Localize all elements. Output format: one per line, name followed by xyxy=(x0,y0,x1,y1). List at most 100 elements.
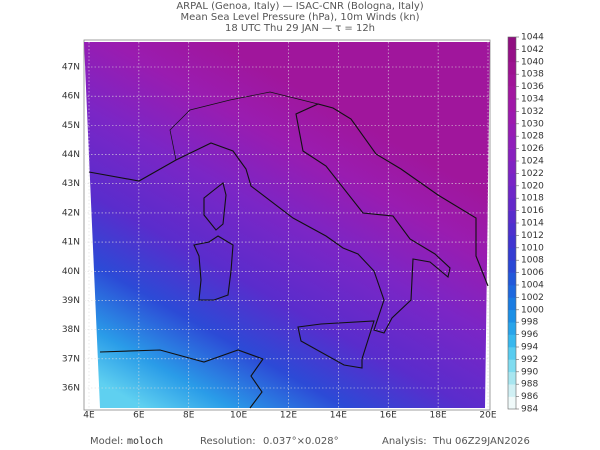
colorbar-label: 998 xyxy=(521,318,538,328)
colorbar-swatch xyxy=(508,347,516,360)
colorbar-swatch xyxy=(508,99,516,112)
lat-label: 41N xyxy=(62,238,80,248)
lat-label: 46N xyxy=(62,92,80,102)
colorbar-label: 988 xyxy=(521,380,538,390)
colorbar-label: 990 xyxy=(521,367,538,377)
colorbar-swatch xyxy=(508,260,516,273)
colorbar-swatch xyxy=(508,334,516,348)
header-line: Mean Sea Level Pressure (hPa), 10m Winds… xyxy=(181,12,420,23)
colorbar-label: 1016 xyxy=(521,206,544,216)
colorbar-swatch xyxy=(508,61,516,75)
footer-label: Model: xyxy=(90,436,123,447)
colorbar-label: 1020 xyxy=(521,181,544,191)
coast-sicily xyxy=(297,320,375,369)
footer-value: 0.037°×0.028° xyxy=(263,436,339,447)
lat-label: 44N xyxy=(62,150,80,160)
coast-sardinia xyxy=(193,235,234,301)
lat-label: 39N xyxy=(62,296,80,306)
coast-corsica xyxy=(203,182,227,231)
colorbar-swatch xyxy=(508,285,516,298)
colorbar-label: 1036 xyxy=(521,82,544,92)
coastlines xyxy=(88,91,489,409)
lat-label: 40N xyxy=(62,267,80,277)
map-frame xyxy=(83,39,491,411)
lon-label: 4E xyxy=(83,411,95,421)
colorbar-swatch xyxy=(508,148,516,162)
colorbar-label: 1032 xyxy=(521,107,544,117)
lon-label: 20E xyxy=(479,411,496,421)
lat-label: 42N xyxy=(62,208,80,218)
coast-mainland xyxy=(88,103,489,334)
colorbar-label: 1008 xyxy=(521,256,544,266)
header-line: 18 UTC Thu 29 JAN — τ = 12h xyxy=(225,23,375,34)
colorbar-label: 1006 xyxy=(521,268,544,278)
colorbar-swatch xyxy=(508,297,516,311)
colorbar-label: 1024 xyxy=(521,157,544,167)
lon-label: 8E xyxy=(183,411,195,421)
colorbar-label: 1042 xyxy=(521,45,544,55)
colorbar-swatch xyxy=(508,309,516,323)
colorbar-swatch xyxy=(508,173,516,187)
footer-value: Thu 06Z29JAN2026 xyxy=(432,436,530,447)
colorbar-label: 1004 xyxy=(521,281,544,291)
footer-value: moloch xyxy=(127,436,163,447)
colorbar-swatch xyxy=(508,111,516,125)
lon-label: 10E xyxy=(230,411,247,421)
colorbar-label: 1026 xyxy=(521,144,544,154)
lat-label: 43N xyxy=(62,179,80,189)
colorbar-label: 1018 xyxy=(521,194,544,204)
footer-label: Analysis: xyxy=(382,436,427,447)
lat-label: 37N xyxy=(62,354,80,364)
colorbar-swatch xyxy=(508,371,516,385)
colorbar-label: 1022 xyxy=(521,169,544,179)
colorbar-swatch xyxy=(508,49,516,63)
colorbar-label: 1044 xyxy=(521,33,544,43)
lon-label: 16E xyxy=(380,411,397,421)
colorbar-swatch xyxy=(508,185,516,199)
colorbar: 984 986 988 990 992 994 996 998 1000 1002 1004 1006… xyxy=(507,33,544,415)
colorbar-label: 1038 xyxy=(521,70,544,80)
colorbar-label: 1028 xyxy=(521,132,544,142)
lon-label: 14E xyxy=(330,411,347,421)
colorbar-swatch xyxy=(508,322,516,335)
colorbar-label: 1012 xyxy=(521,231,544,241)
footer-label: Resolution: xyxy=(200,436,256,447)
colorbar-label: 1030 xyxy=(521,119,544,129)
colorbar-swatch xyxy=(508,198,516,211)
colorbar-label: 984 xyxy=(521,405,538,415)
lon-label: 6E xyxy=(133,411,145,421)
colorbar-swatch xyxy=(508,235,516,249)
colorbar-label: 1010 xyxy=(521,243,544,253)
colorbar-swatch xyxy=(508,86,516,100)
lat-label: 38N xyxy=(62,325,80,335)
coast-africa xyxy=(99,349,264,409)
lat-label: 45N xyxy=(62,121,80,131)
colorbar-label: 986 xyxy=(521,392,538,402)
colorbar-label: 996 xyxy=(521,330,538,340)
colorbar-label: 1034 xyxy=(521,95,544,105)
colorbar-label: 1014 xyxy=(521,219,544,229)
colorbar-label: 1002 xyxy=(521,293,544,303)
colorbar-swatch xyxy=(508,37,516,50)
colorbar-label: 1000 xyxy=(521,305,544,315)
colorbar-label: 1040 xyxy=(521,57,544,67)
pressure-field xyxy=(84,42,490,408)
colorbar-swatch xyxy=(508,136,516,149)
colorbar-swatch xyxy=(508,74,516,87)
colorbar-swatch xyxy=(508,396,516,410)
colorbar-swatch xyxy=(508,161,516,174)
colorbar-swatch xyxy=(508,210,516,224)
colorbar-label: 992 xyxy=(521,355,538,365)
lon-label: 12E xyxy=(280,411,297,421)
colorbar-swatch xyxy=(508,359,516,373)
colorbar-label: 994 xyxy=(521,343,538,353)
colorbar-swatch xyxy=(508,247,516,261)
lon-label: 18E xyxy=(430,411,447,421)
header-line: ARPAL (Genoa, Italy) — ISAC-CNR (Bologna… xyxy=(176,1,423,12)
colorbar-swatch xyxy=(508,123,516,137)
colorbar-swatch xyxy=(508,272,516,286)
colorbar-swatch xyxy=(508,384,516,397)
colorbar-swatch xyxy=(508,223,516,236)
lat-label: 47N xyxy=(62,63,80,73)
